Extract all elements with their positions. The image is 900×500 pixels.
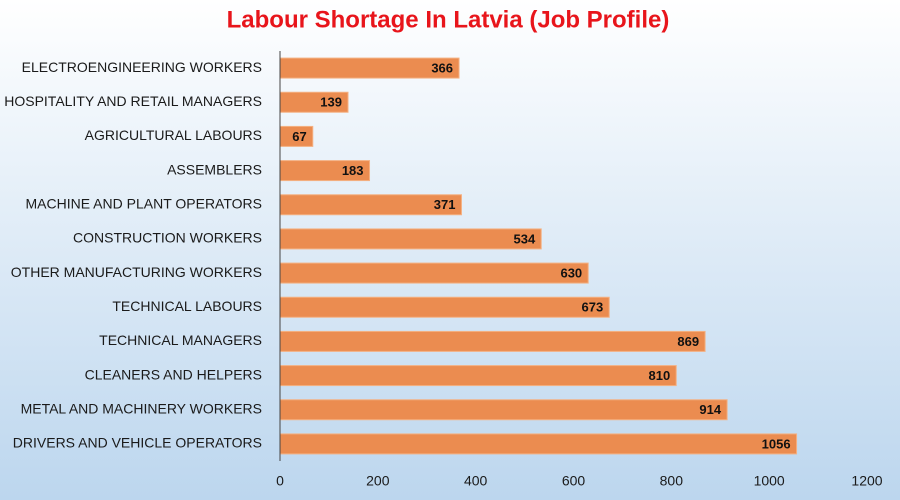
- y-tick-label: ASSEMBLERS: [167, 161, 262, 177]
- y-tick-label: CONSTRUCTION WORKERS: [73, 230, 262, 246]
- value-label: 673: [582, 300, 604, 315]
- y-tick-label: AGRICULTURAL LABOURS: [85, 127, 262, 143]
- value-label: 869: [677, 334, 699, 349]
- x-tick-label: 400: [464, 473, 488, 489]
- x-tick-label: 200: [366, 473, 390, 489]
- value-label: 371: [434, 197, 456, 212]
- value-label: 630: [560, 266, 582, 281]
- y-tick-label: TECHNICAL LABOURS: [112, 298, 262, 314]
- y-tick-label: ELECTROENGINEERING WORKERS: [22, 59, 262, 75]
- value-label: 67: [292, 129, 306, 144]
- bar: [279, 228, 542, 250]
- value-label: 366: [431, 61, 453, 76]
- value-label: 1056: [762, 436, 791, 451]
- x-tick-label: 0: [276, 473, 284, 489]
- y-tick-label: CLEANERS AND HELPERS: [85, 366, 262, 382]
- value-label: 183: [342, 163, 364, 178]
- y-tick-label: MACHINE AND PLANT OPERATORS: [26, 195, 263, 211]
- x-tick-label: 1000: [754, 473, 785, 489]
- y-tick-label: DRIVERS AND VEHICLE OPERATORS: [13, 435, 262, 451]
- value-label: 810: [649, 368, 671, 383]
- x-tick-label: 1200: [851, 473, 882, 489]
- bar: [279, 399, 728, 421]
- value-label: 914: [699, 402, 721, 417]
- value-label: 534: [514, 231, 536, 246]
- bar: [279, 296, 610, 318]
- y-tick-label: METAL AND MACHINERY WORKERS: [21, 400, 262, 416]
- y-tick-label: HOSPITALITY AND RETAIL MANAGERS: [4, 93, 262, 109]
- x-tick-label: 600: [562, 473, 586, 489]
- y-tick-label: OTHER MANUFACTURING WORKERS: [11, 264, 262, 280]
- bar: [279, 262, 589, 284]
- chart-title: Labour Shortage In Latvia (Job Profile): [227, 6, 670, 33]
- value-label: 139: [320, 95, 342, 110]
- bar: [279, 433, 798, 455]
- x-tick-label: 800: [660, 473, 684, 489]
- bar: [279, 330, 706, 352]
- y-tick-label: TECHNICAL MANAGERS: [99, 332, 262, 348]
- bar: [279, 365, 677, 387]
